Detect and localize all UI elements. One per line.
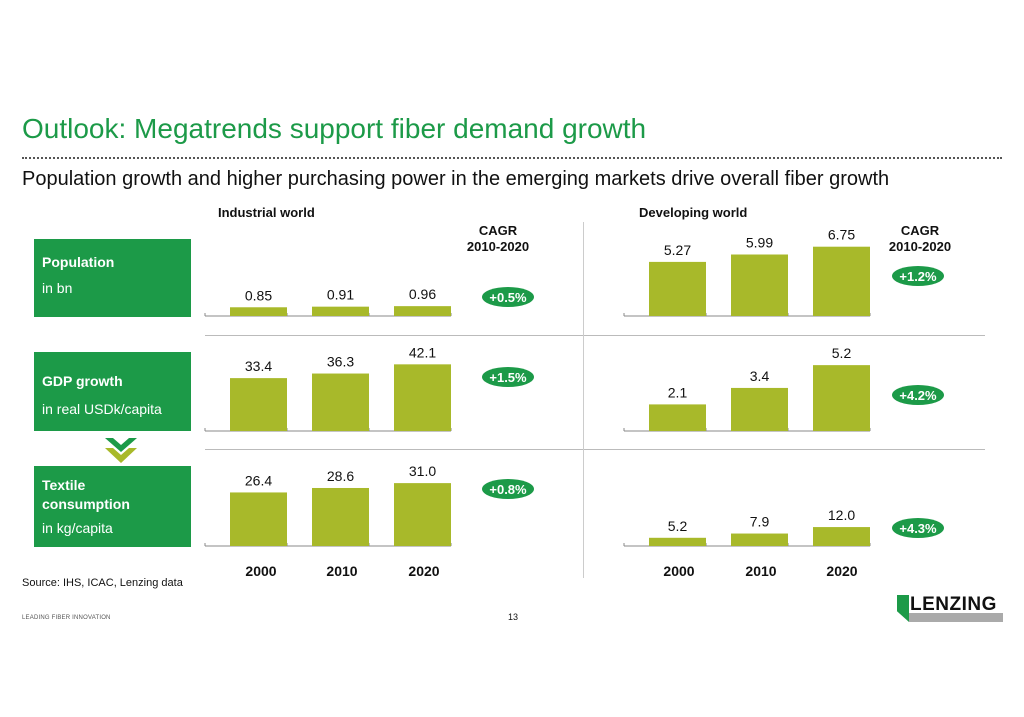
cagr-header-line2: 2010-2020 [888,239,952,254]
page-number: 13 [508,612,519,622]
bar [649,261,706,316]
data-label: 0.91 [327,287,354,303]
bar [312,487,369,546]
x-tick-label: 2010 [326,563,358,579]
chevron-down-icon [105,438,137,463]
cagr-badge-label: +1.5% [489,370,527,385]
bar [394,483,451,546]
footer-tagline: LEADING FIBER INNOVATION [22,615,111,621]
bar [230,492,287,546]
data-label: 0.96 [409,286,436,302]
data-label: 26.4 [245,472,272,488]
bar [813,527,870,546]
x-tick-label: 2000 [663,563,695,579]
title-divider [22,157,1002,159]
data-label: 6.75 [828,227,855,243]
cagr-badge-label: +4.3% [899,521,937,536]
cagr-badge-label: +0.8% [489,482,527,497]
bar [731,387,788,431]
row-label-population: Population in bn [34,239,191,317]
bar [230,307,287,316]
bar [731,254,788,316]
data-label: 5.27 [664,242,691,258]
cagr-badge [892,266,944,286]
logo-underline [909,613,1003,622]
section-industrial-world: Industrial world [218,205,315,220]
bar [731,533,788,546]
x-tick-label: 2020 [408,563,440,579]
data-label: 42.1 [409,344,436,360]
bar [813,365,870,431]
data-label: 31.0 [409,463,436,479]
cagr-badge [482,287,534,307]
data-label: 36.3 [327,354,354,370]
bar [813,246,870,316]
cagr-badge [892,385,944,405]
row-divider [205,335,985,336]
bar [394,364,451,431]
x-tick-label: 2020 [826,563,858,579]
data-label: 3.4 [750,368,770,384]
logo-flag-icon [897,595,909,622]
row-title: Textile consumption [42,477,130,512]
row-unit: in bn [42,280,73,296]
cagr-badge-label: +0.5% [489,290,527,305]
cagr-header-line2: 2010-2020 [466,239,530,254]
page-title: Outlook: Megatrends support fiber demand… [22,113,647,144]
lenzing-logo: LENZING [897,594,1003,625]
row-title: Population [42,254,115,270]
data-label: 5.99 [746,235,773,251]
column-divider [583,222,584,578]
cagr-header-industrial: CAGR 2010-2020 [448,223,548,255]
data-label: 5.2 [832,345,852,361]
cagr-badge-label: +1.2% [899,269,937,284]
cagr-header-line1: CAGR [478,223,518,238]
row-label-textile: Textile consumption in kg/capita [34,466,191,547]
bar [394,306,451,316]
data-label: 33.4 [245,358,272,374]
row-unit: in real USDk/capita [42,401,162,417]
source-note: Source: IHS, ICAC, Lenzing data [22,577,183,589]
data-label: 7.9 [750,514,770,530]
bar [230,378,287,431]
bar [312,306,369,316]
cagr-badge [482,367,534,387]
data-label: 5.2 [668,518,688,534]
bar [312,373,369,431]
bar [649,404,706,431]
cagr-header-line1: CAGR [900,223,940,238]
cagr-header-developing: CAGR 2010-2020 [870,223,970,255]
section-developing-world: Developing world [639,205,748,220]
page-subtitle: Population growth and higher purchasing … [22,168,890,190]
x-tick-label: 2010 [745,563,777,579]
row-label-gdp: GDP growth in real USDk/capita [34,352,191,431]
x-tick-label: 2000 [245,563,277,579]
data-label: 28.6 [327,468,354,484]
cagr-badge-label: +4.2% [899,388,937,403]
row-unit: in kg/capita [42,520,113,536]
logo-text: LENZING [910,594,997,615]
cagr-badge [482,479,534,499]
row-title: GDP growth [42,373,123,389]
data-label: 12.0 [828,507,855,523]
bar [649,537,706,546]
data-label: 2.1 [668,384,688,400]
cagr-badge [892,518,944,538]
data-label: 0.85 [245,287,272,303]
row-divider [205,449,985,450]
